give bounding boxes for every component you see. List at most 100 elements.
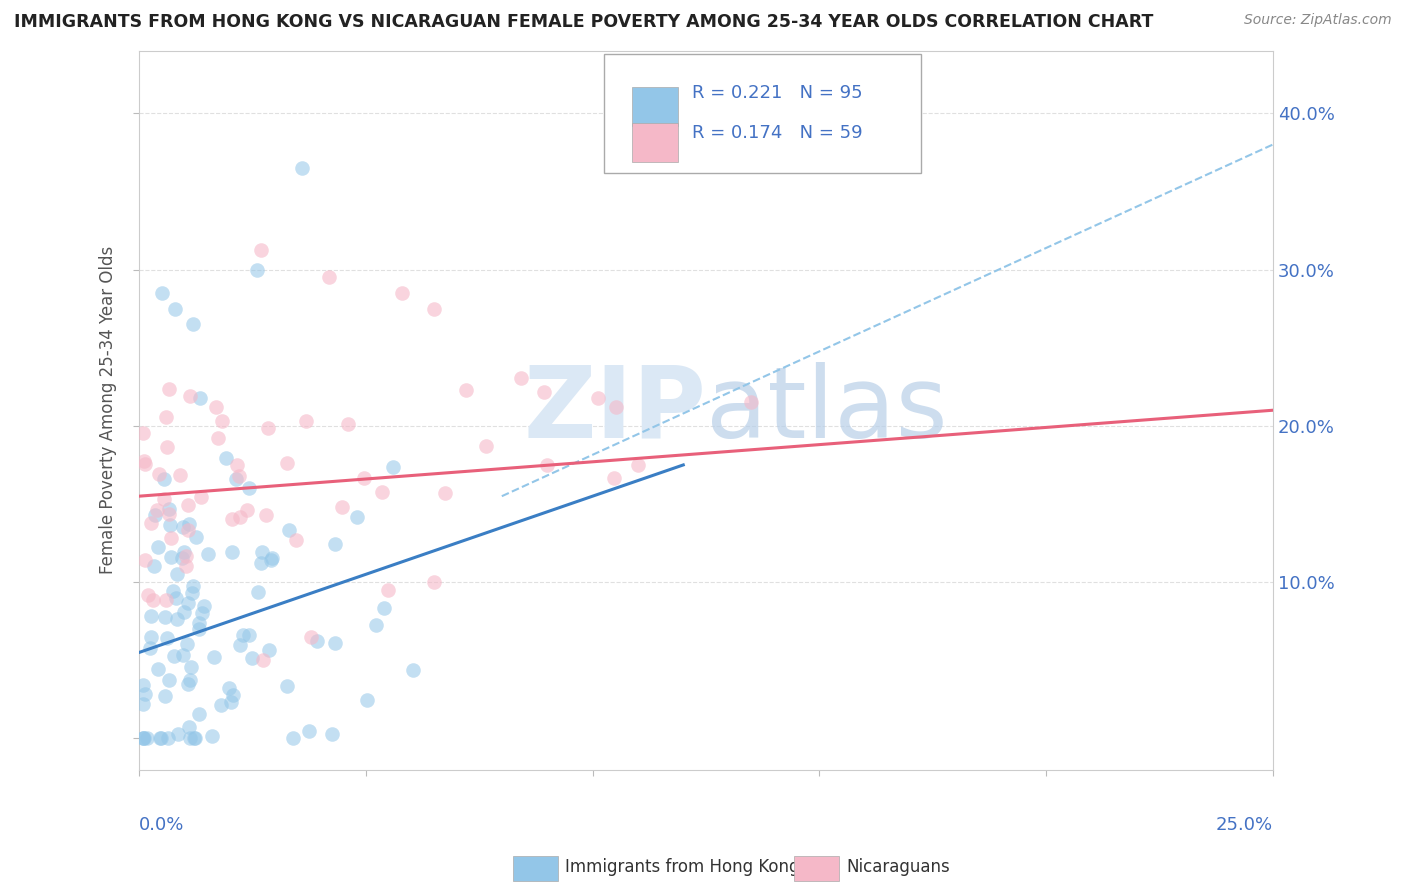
Point: [177, 720, 200, 734]
Point: [157, 673, 180, 687]
Point: [215, 451, 238, 466]
Point: [149, 731, 172, 746]
Point: [193, 599, 215, 614]
Point: [166, 567, 188, 582]
Point: [177, 498, 200, 512]
Point: [740, 395, 762, 409]
Point: [149, 731, 172, 746]
Point: [337, 417, 360, 432]
Point: [167, 727, 190, 741]
Text: atlas: atlas: [706, 362, 948, 458]
Point: [221, 545, 243, 559]
Point: [146, 662, 169, 676]
Point: [284, 533, 307, 547]
Point: [377, 582, 399, 597]
Point: [364, 618, 387, 632]
Point: [173, 544, 195, 558]
Point: [132, 731, 155, 746]
Text: Immigrants from Hong Kong: Immigrants from Hong Kong: [565, 858, 800, 876]
Point: [176, 637, 198, 651]
Point: [454, 383, 477, 397]
Point: [221, 512, 243, 526]
Point: [188, 616, 211, 631]
Point: [211, 414, 233, 428]
Point: [586, 391, 609, 405]
Point: [235, 503, 257, 517]
Point: [423, 301, 446, 316]
Point: [205, 401, 228, 415]
Point: [181, 579, 204, 593]
Point: [179, 517, 201, 532]
Point: [180, 660, 202, 674]
Point: [173, 605, 195, 619]
Point: [247, 585, 270, 599]
Point: [183, 731, 205, 746]
Point: [148, 540, 170, 554]
FancyBboxPatch shape: [605, 54, 921, 173]
Point: [132, 453, 155, 467]
Point: [232, 628, 254, 642]
Point: [142, 593, 165, 607]
Point: [141, 516, 163, 530]
Point: [249, 556, 271, 570]
Point: [134, 731, 156, 746]
Point: [533, 385, 555, 400]
Point: [353, 471, 375, 485]
Point: [184, 530, 207, 544]
Point: [252, 653, 274, 667]
Point: [356, 692, 378, 706]
Point: [321, 727, 343, 741]
Point: [434, 486, 457, 500]
Point: [153, 491, 176, 506]
Point: [246, 262, 269, 277]
Point: [155, 689, 177, 703]
Point: [207, 431, 229, 445]
Point: [259, 552, 281, 566]
Point: [391, 285, 413, 300]
Point: [132, 697, 155, 711]
Point: [179, 389, 201, 403]
Point: [260, 551, 283, 566]
Point: [156, 440, 179, 454]
Point: [323, 536, 346, 550]
Point: [155, 593, 177, 607]
Point: [136, 588, 159, 602]
Point: [257, 642, 280, 657]
Point: [166, 612, 188, 626]
Point: [219, 696, 242, 710]
Point: [157, 508, 180, 522]
Point: [371, 485, 394, 500]
Point: [134, 457, 156, 471]
Text: Source: ZipAtlas.com: Source: ZipAtlas.com: [1244, 13, 1392, 28]
Point: [153, 472, 176, 486]
Point: [276, 679, 298, 693]
Point: [155, 609, 177, 624]
Point: [298, 724, 321, 739]
Point: [179, 731, 201, 746]
Point: [190, 490, 212, 504]
Point: [276, 456, 298, 470]
Point: [172, 648, 194, 662]
Point: [226, 458, 249, 472]
Point: [295, 414, 318, 428]
Point: [157, 382, 180, 396]
Point: [139, 608, 162, 623]
Point: [238, 627, 260, 641]
Point: [157, 502, 180, 516]
Point: [163, 648, 186, 663]
Point: [218, 681, 240, 696]
Point: [225, 472, 247, 486]
Point: [254, 508, 277, 522]
Text: IMMIGRANTS FROM HONG KONG VS NICARAGUAN FEMALE POVERTY AMONG 25-34 YEAR OLDS COR: IMMIGRANTS FROM HONG KONG VS NICARAGUAN …: [14, 13, 1153, 31]
Point: [174, 549, 197, 563]
Point: [201, 729, 224, 743]
Point: [162, 584, 184, 599]
Y-axis label: Female Poverty Among 25-34 Year Olds: Female Poverty Among 25-34 Year Olds: [100, 246, 117, 574]
Point: [229, 510, 252, 524]
Point: [346, 510, 368, 524]
Text: R = 0.221   N = 95: R = 0.221 N = 95: [692, 84, 863, 102]
Point: [191, 607, 214, 621]
Point: [177, 677, 200, 691]
Point: [150, 285, 173, 300]
Point: [156, 631, 179, 645]
